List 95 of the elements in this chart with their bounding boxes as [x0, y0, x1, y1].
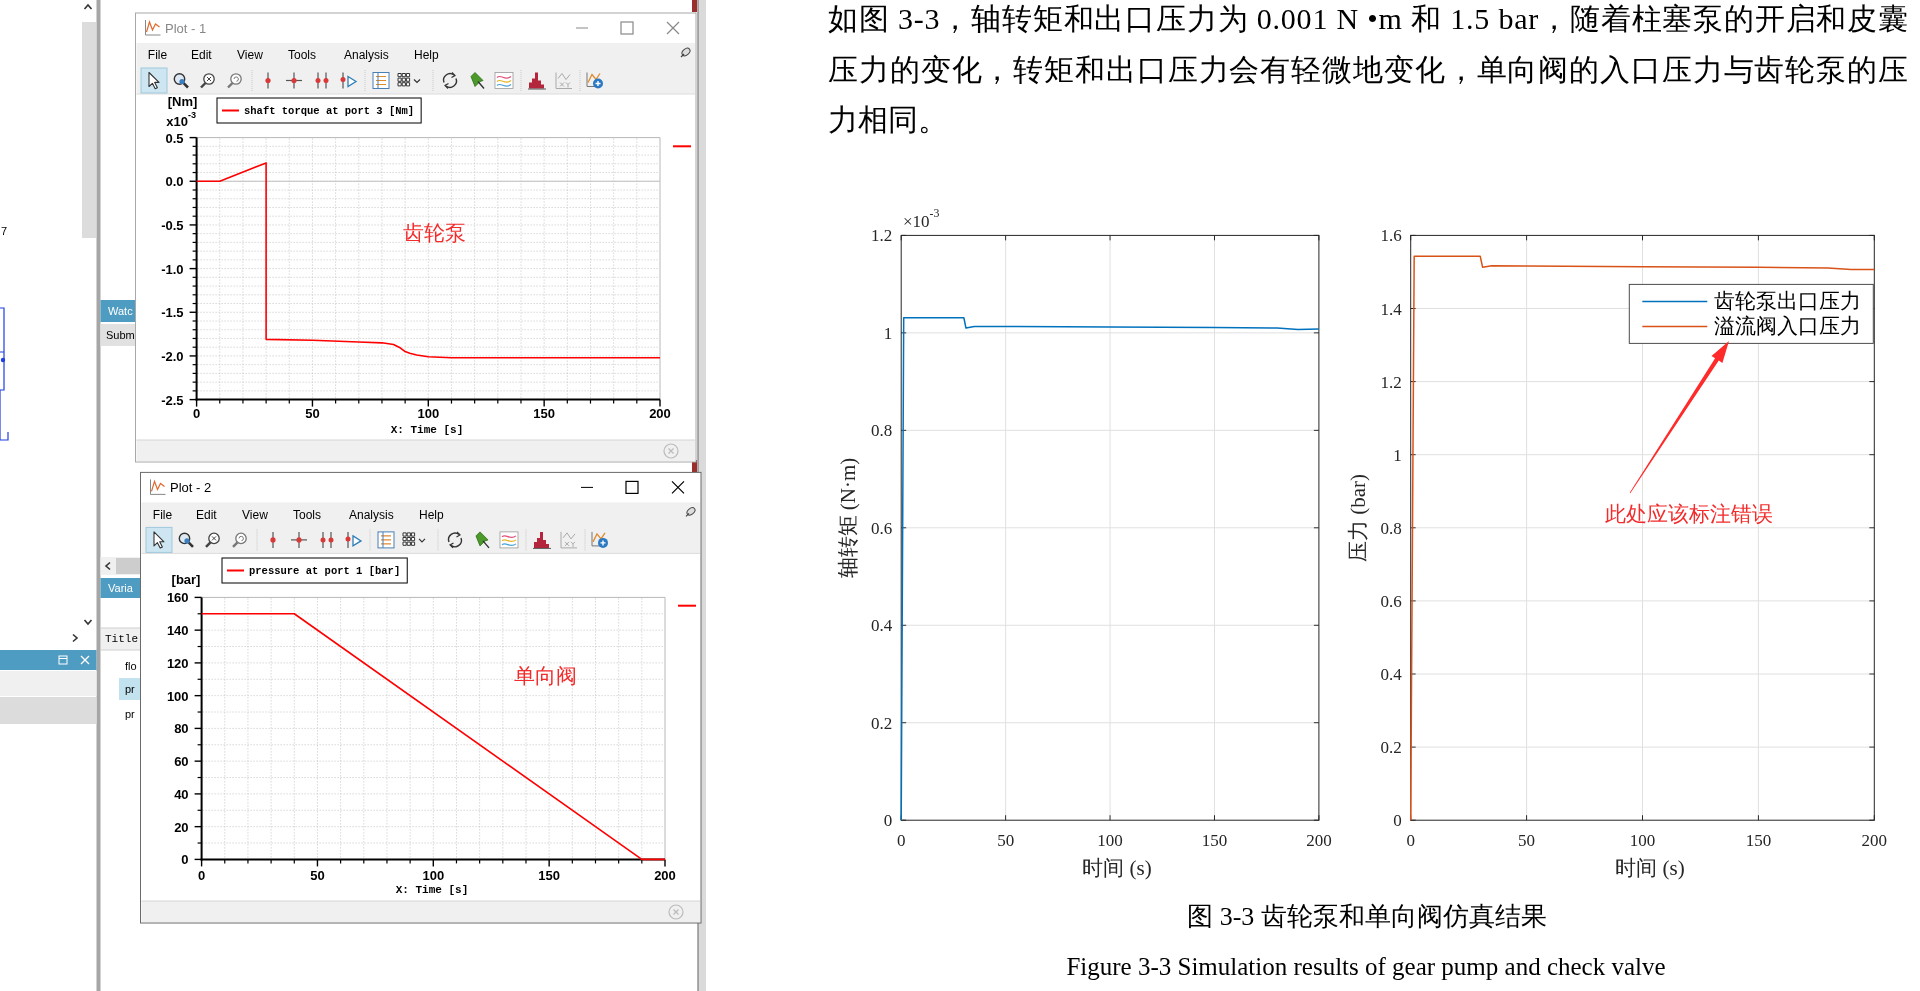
legend-label: shaft torque at port 3 [Nm]: [244, 104, 415, 117]
y-axis-title: 轴转矩 (N·m): [836, 457, 860, 579]
text: Analysis: [344, 48, 389, 62]
text: 7: [1, 225, 8, 237]
y-tick-label: 0: [181, 851, 189, 867]
y-tick-label: 0.2: [870, 713, 893, 733]
legend-label: 齿轮泵出口压力: [1714, 289, 1862, 314]
y-tick-label: 0: [1393, 810, 1402, 830]
x-axis-title: X: Time [s]: [395, 884, 469, 896]
y-tick-label: 0.4: [870, 615, 893, 635]
y-axis-title: [bar]: [171, 571, 201, 587]
chart-title: Plot - 2: [170, 479, 212, 495]
text: 如图 3-3，轴转矩和出口压力为 0.001 N •m 和 1.5 bar，随着柱塞泵的开启和皮囊压力的变化，转矩和出口压力会有轻微地变化，单向阀的入口压力与齿轮泵的压力相同。: [828, 1, 1908, 136]
x-tick-label: 100: [417, 405, 440, 421]
x-tick-label: 200: [649, 405, 671, 421]
y-tick-label: 1: [1393, 445, 1402, 465]
x-tick-label: 50: [997, 830, 1015, 850]
y-tick-label: 100: [166, 688, 189, 704]
x-tick-label: 200: [654, 867, 676, 882]
text: View: [237, 48, 264, 62]
y-tick-label: 0.8: [1380, 518, 1402, 538]
y-tick-label: 0.6: [870, 518, 893, 538]
x-tick-label: 50: [310, 867, 325, 882]
y-tick-label: -1.0: [161, 261, 184, 277]
x-tick-label: 150: [1745, 830, 1772, 850]
y-tick-label: -0.5: [161, 217, 184, 233]
text: Subm: [106, 329, 135, 341]
legend: shaft torque at port 3 [Nm]: [216, 97, 422, 124]
x-axis-title: 时间 (s): [1082, 856, 1152, 880]
text: Edit: [191, 48, 213, 62]
x-tick-label: 200: [1861, 830, 1888, 850]
text: Title: [105, 633, 139, 645]
x-tick-label: 50: [1518, 830, 1536, 850]
y-tick-label: 1: [883, 323, 893, 343]
x-tick-label: 200: [1306, 830, 1332, 850]
text: Tools: [288, 48, 317, 62]
x-axis-title: 时间 (s): [1615, 856, 1685, 880]
x-tick-label: 100: [422, 867, 445, 882]
y-tick-label: 60: [174, 753, 189, 769]
text: Varia: [108, 582, 134, 594]
annotation: 齿轮泵: [403, 220, 466, 244]
y-tick-label: -2.5: [161, 392, 184, 408]
text: ×10$^{-3}$: [903, 206, 940, 231]
y-tick-label: 0.0: [165, 173, 184, 189]
y-tick-label: -2.0: [161, 348, 184, 364]
y-tick-label: 0.6: [1380, 591, 1402, 611]
x-axis-title: X: Time [s]: [390, 424, 464, 436]
text: Edit: [196, 508, 218, 522]
text: flo: [125, 660, 137, 672]
x-tick-label: 150: [533, 405, 555, 421]
y-tick-label: 0: [883, 810, 893, 830]
y-tick-label: 1.2: [870, 225, 893, 245]
text: x10$^{-3}$: [166, 110, 196, 129]
text: File: [152, 508, 173, 522]
y-tick-label: 0.8: [870, 420, 893, 440]
legend-label: 溢流阀入口压力: [1714, 314, 1862, 339]
text: View: [242, 508, 269, 522]
x-tick-label: 0: [192, 405, 201, 421]
x-tick-label: 150: [538, 867, 560, 882]
x-tick-label: 50: [305, 405, 320, 421]
x-tick-label: 150: [1201, 830, 1228, 850]
y-tick-label: 160: [166, 589, 189, 605]
y-tick-label: 20: [174, 819, 189, 835]
x-tick-label: 100: [1097, 830, 1123, 850]
y-tick-label: 80: [174, 720, 189, 736]
y-tick-label: 1.6: [1380, 225, 1402, 245]
annotation: 单向阀: [514, 663, 578, 687]
chart-title: Plot - 1: [165, 20, 207, 36]
y-tick-label: 0.4: [1380, 664, 1403, 684]
x-tick-label: 100: [1629, 830, 1656, 850]
y-tick-label: 1.4: [1380, 299, 1403, 318]
text: File: [147, 48, 168, 62]
y-tick-label: 40: [174, 786, 189, 802]
y-tick-label: -1.5: [161, 304, 184, 320]
y-axis-title: 压力 (bar): [1346, 473, 1370, 563]
text: pr: [125, 708, 136, 720]
legend: pressure at port 1 [bar]: [221, 557, 408, 584]
text: pr: [125, 683, 136, 695]
caption: 图 3-3 齿轮泵和单向阀仿真结果: [1187, 901, 1547, 931]
text: Analysis: [349, 508, 394, 522]
text: Help: [414, 48, 440, 62]
x-tick-label: 0: [896, 830, 906, 850]
x-tick-label: 0: [197, 867, 206, 882]
y-tick-label: 1.2: [1380, 372, 1402, 392]
y-tick-label: 0.2: [1380, 737, 1402, 757]
text: Help: [419, 508, 445, 522]
y-axis-title: [Nm]: [167, 93, 198, 109]
text: Tools: [293, 508, 322, 522]
y-tick-label: 140: [166, 622, 189, 638]
y-tick-label: 0.5: [165, 130, 184, 146]
y-tick-label: 120: [166, 655, 189, 671]
text: Watc: [108, 305, 134, 317]
caption: Figure 3-3 Simulation results of gear pump and check valve: [1066, 952, 1666, 980]
annotation: 此处应该标注错误: [1604, 501, 1773, 525]
legend-label: pressure at port 1 [bar]: [249, 564, 401, 577]
